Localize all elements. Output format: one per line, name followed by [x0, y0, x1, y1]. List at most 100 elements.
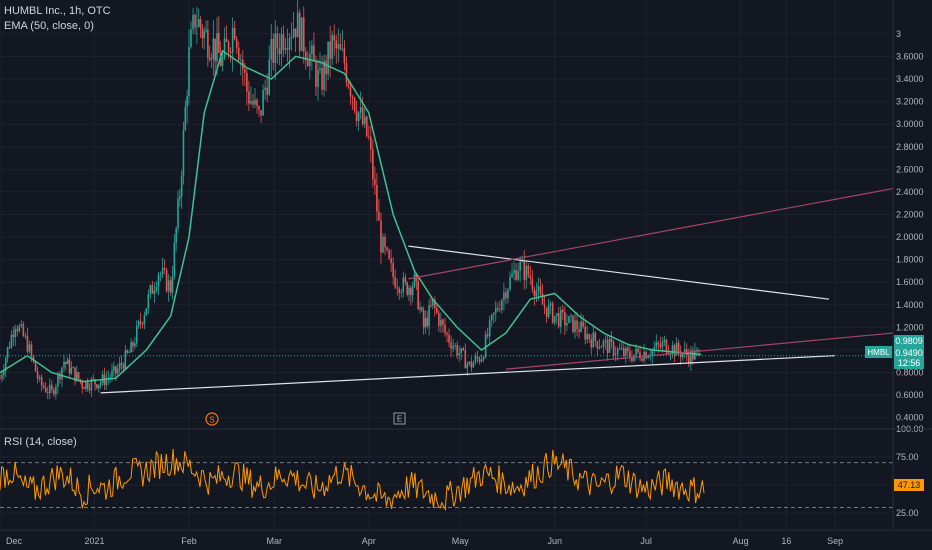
candle[interactable]: [107, 370, 109, 385]
rsi-line[interactable]: [0, 448, 705, 512]
candle[interactable]: [622, 341, 625, 358]
candle[interactable]: [351, 94, 354, 110]
candle[interactable]: [137, 319, 140, 329]
candle[interactable]: [329, 25, 331, 78]
candle[interactable]: [382, 233, 384, 254]
candle[interactable]: [417, 277, 419, 311]
candle[interactable]: [531, 270, 534, 293]
candle[interactable]: [175, 226, 177, 252]
candle[interactable]: [341, 30, 344, 52]
candle[interactable]: [116, 363, 119, 377]
candle[interactable]: [637, 348, 639, 355]
candle[interactable]: [386, 246, 388, 253]
price-axis[interactable]: 0.40000.60000.80001.00001.20001.40001.60…: [896, 29, 924, 423]
candle[interactable]: [376, 173, 378, 222]
candle[interactable]: [557, 306, 560, 329]
candle[interactable]: [333, 24, 336, 56]
candle[interactable]: [302, 6, 305, 64]
candle[interactable]: [258, 105, 260, 117]
candle[interactable]: [24, 332, 27, 340]
candle[interactable]: [610, 331, 613, 349]
candle[interactable]: [562, 304, 564, 321]
time-axis[interactable]: Dec 2021 Feb Mar Apr May Jun Jul Aug 16 Sep: [6, 536, 843, 546]
candle[interactable]: [268, 45, 271, 97]
candle[interactable]: [380, 212, 382, 265]
candle[interactable]: [551, 301, 554, 325]
trendline-white[interactable]: [408, 245, 830, 300]
candle[interactable]: [65, 360, 67, 371]
candle[interactable]: [408, 284, 410, 302]
ema-legend[interactable]: EMA (50, close, 0): [4, 20, 94, 32]
candle[interactable]: [290, 22, 293, 51]
candle[interactable]: [34, 360, 37, 372]
candle[interactable]: [135, 320, 138, 348]
candle[interactable]: [264, 79, 266, 100]
candle[interactable]: [355, 100, 358, 127]
candle[interactable]: [128, 349, 130, 354]
trendline-pink[interactable]: [408, 187, 894, 280]
candle[interactable]: [357, 111, 360, 132]
candle[interactable]: [208, 45, 211, 62]
candle[interactable]: [468, 360, 471, 367]
candle[interactable]: [55, 383, 57, 400]
candle[interactable]: [8, 341, 11, 349]
candle[interactable]: [365, 115, 368, 139]
candle[interactable]: [192, 8, 194, 35]
candle[interactable]: [118, 356, 121, 373]
candle[interactable]: [440, 312, 442, 333]
candle[interactable]: [214, 38, 216, 78]
candle[interactable]: [679, 345, 682, 365]
candle[interactable]: [177, 190, 179, 233]
candle[interactable]: [190, 20, 192, 49]
candle[interactable]: [16, 325, 19, 337]
candle[interactable]: [57, 371, 59, 394]
candle[interactable]: [42, 382, 45, 390]
candle[interactable]: [266, 73, 268, 103]
candle[interactable]: [604, 335, 607, 350]
candle[interactable]: [339, 33, 342, 51]
candle[interactable]: [300, 17, 303, 52]
candle[interactable]: [194, 13, 196, 35]
candle[interactable]: [497, 302, 499, 312]
candle[interactable]: [88, 383, 91, 394]
candle[interactable]: [1, 371, 3, 383]
candle[interactable]: [173, 234, 176, 280]
candle[interactable]: [653, 340, 656, 356]
candle[interactable]: [20, 320, 23, 329]
candle[interactable]: [63, 354, 65, 373]
candle[interactable]: [97, 384, 100, 393]
candle[interactable]: [478, 356, 481, 365]
candle[interactable]: [413, 271, 416, 289]
candle[interactable]: [446, 331, 448, 343]
candle[interactable]: [572, 315, 574, 334]
candle[interactable]: [199, 16, 202, 39]
candle[interactable]: [331, 31, 334, 66]
candle[interactable]: [157, 271, 160, 296]
candle[interactable]: [492, 312, 495, 324]
candle[interactable]: [343, 40, 346, 71]
candle[interactable]: [499, 300, 501, 313]
candle[interactable]: [48, 378, 51, 400]
candle[interactable]: [517, 262, 519, 282]
candle[interactable]: [311, 39, 313, 71]
candle[interactable]: [543, 295, 546, 315]
candle[interactable]: [494, 300, 497, 322]
candle[interactable]: [698, 348, 700, 357]
candle[interactable]: [488, 315, 491, 346]
candle[interactable]: [480, 354, 483, 363]
candle[interactable]: [68, 353, 71, 379]
rsi-pane[interactable]: [0, 448, 893, 512]
candle[interactable]: [315, 55, 317, 96]
candle[interactable]: [276, 26, 279, 64]
candle[interactable]: [566, 314, 568, 332]
candle[interactable]: [378, 199, 380, 221]
candle[interactable]: [143, 311, 146, 330]
candle[interactable]: [424, 310, 427, 334]
candle[interactable]: [298, 9, 301, 57]
candle[interactable]: [462, 346, 465, 352]
candle[interactable]: [252, 93, 254, 109]
candle[interactable]: [590, 334, 593, 355]
earnings-marker[interactable]: E: [393, 412, 406, 425]
candle[interactable]: [458, 345, 460, 362]
candle[interactable]: [655, 334, 658, 350]
